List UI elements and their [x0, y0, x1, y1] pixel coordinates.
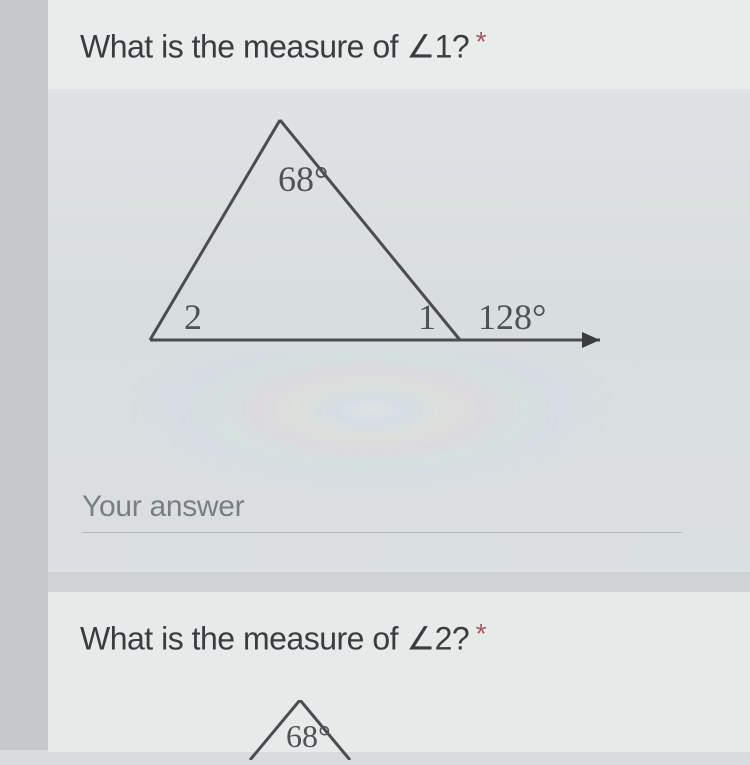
apex-angle-label: 68° [278, 158, 328, 200]
required-asterisk: * [476, 26, 487, 57]
question-card-1: What is the measure of ∠1? * [48, 0, 750, 89]
angle-2-label: 2 [184, 296, 202, 338]
answer-input-underline [82, 532, 682, 533]
card-gap [48, 572, 750, 592]
question-1-text: What is the measure of ∠1? * [80, 26, 718, 65]
partial-triangle-diagram: 68° [210, 700, 390, 760]
question-2-text: What is the measure of ∠2? * [80, 618, 718, 657]
required-asterisk-2: * [476, 618, 487, 649]
partial-apex-label: 68° [286, 718, 331, 755]
triangle-diagram: 68° 2 1 128° [80, 110, 620, 370]
left-margin [0, 0, 48, 750]
triangle-left-side [150, 120, 280, 340]
answer-placeholder-text: Your answer [82, 490, 244, 523]
question-2-label: What is the measure of ∠2? [80, 620, 469, 656]
exterior-angle-label: 128° [478, 296, 546, 338]
angle-1-label: 1 [418, 296, 436, 338]
question-1-label: What is the measure of ∠1? [80, 28, 469, 64]
question-card-2: What is the measure of ∠2? * [48, 592, 750, 752]
arrow-head-icon [582, 332, 600, 348]
answer-input-placeholder[interactable]: Your answer [82, 490, 244, 524]
